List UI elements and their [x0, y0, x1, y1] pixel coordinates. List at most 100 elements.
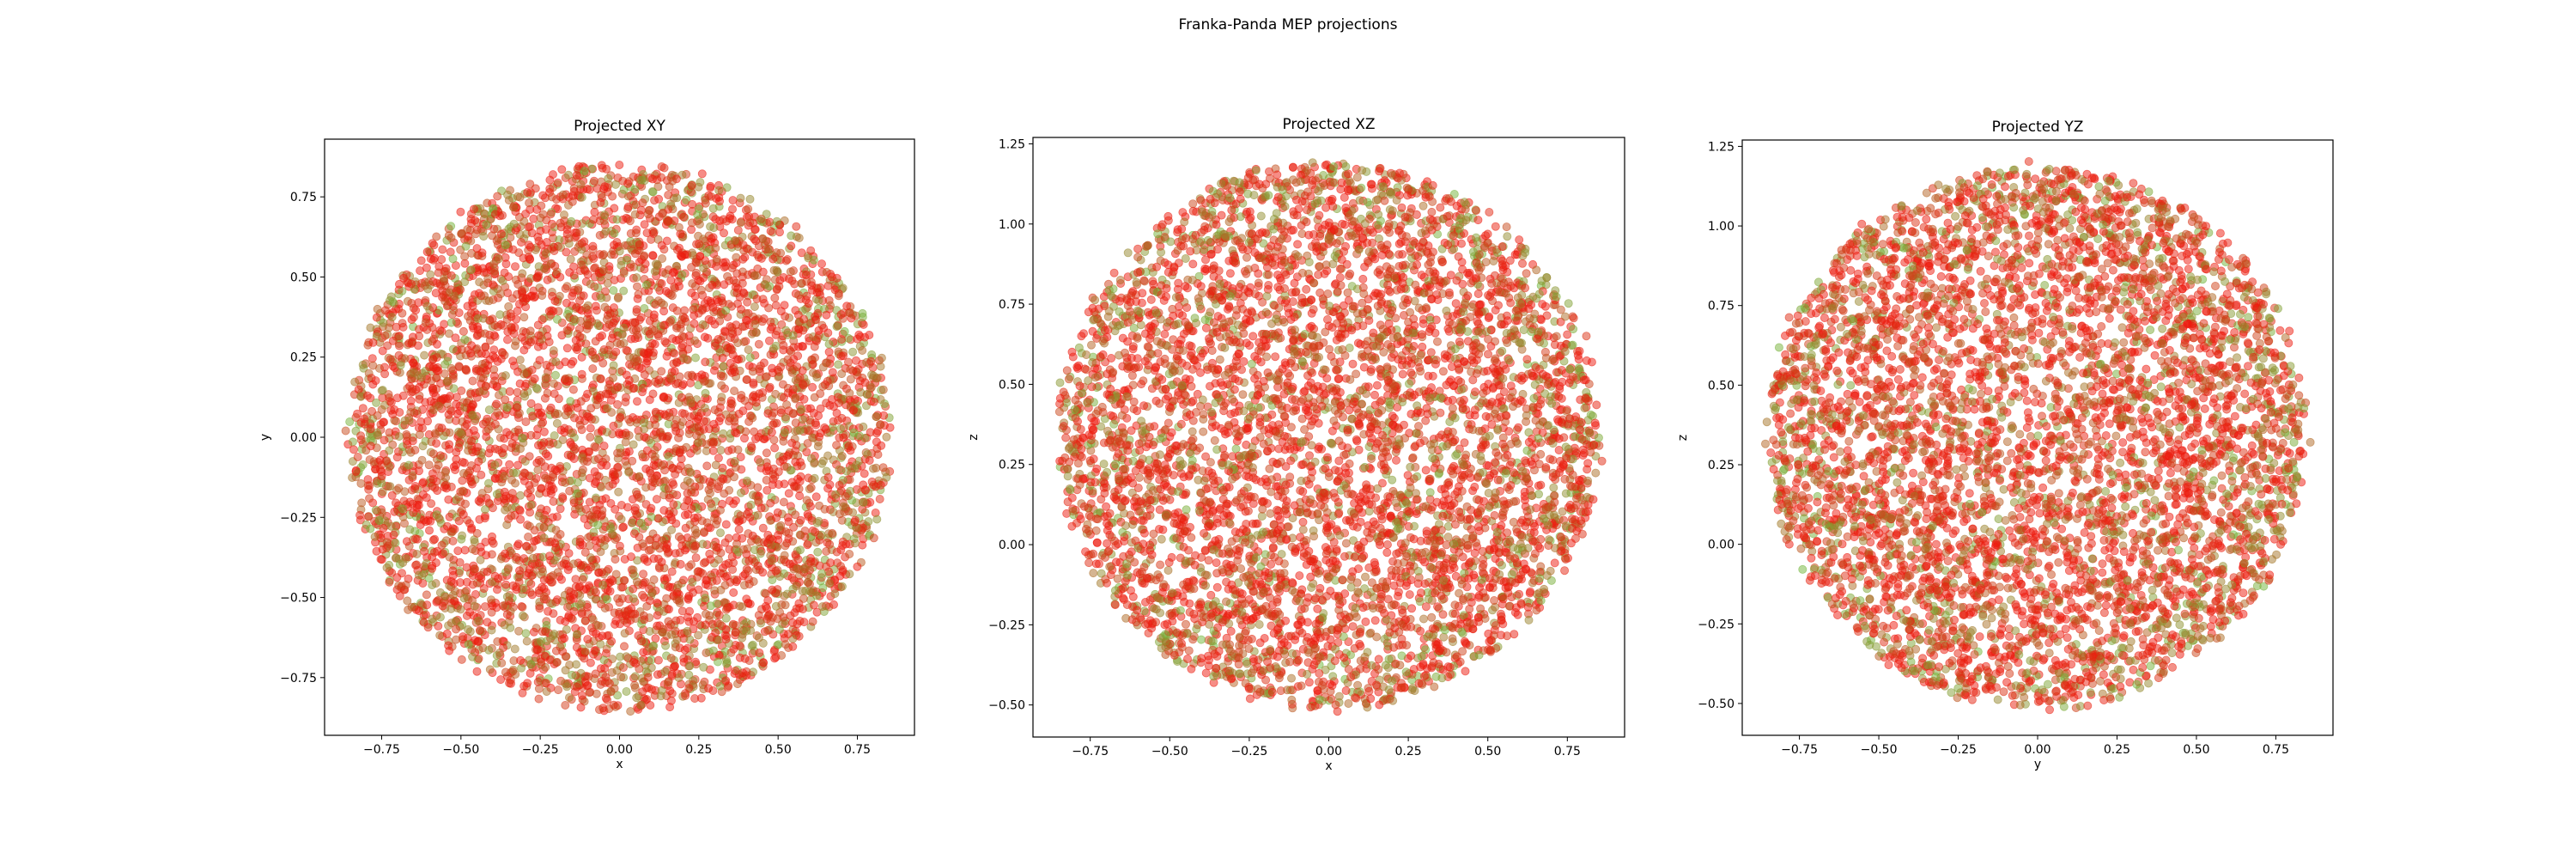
data-point	[838, 336, 846, 344]
data-point	[446, 553, 453, 561]
data-point	[631, 673, 639, 680]
data-point	[798, 279, 805, 287]
data-point	[746, 354, 754, 362]
data-point	[877, 481, 884, 489]
data-point	[741, 655, 749, 662]
data-point	[700, 663, 708, 671]
data-point	[386, 447, 393, 454]
data-point	[386, 483, 394, 490]
data-point	[674, 466, 682, 473]
data-point	[607, 576, 615, 583]
data-point	[528, 572, 536, 580]
data-point	[409, 385, 416, 393]
data-point	[782, 527, 790, 535]
data-point	[549, 471, 556, 478]
data-point	[581, 617, 589, 624]
data-point	[811, 343, 818, 350]
data-point	[663, 352, 671, 360]
data-point	[572, 576, 580, 583]
data-point	[746, 195, 754, 203]
data-point	[515, 249, 523, 257]
data-point	[439, 246, 447, 253]
data-point	[794, 343, 802, 350]
data-point	[615, 429, 623, 436]
data-point	[530, 628, 538, 636]
data-point	[599, 265, 607, 273]
data-point	[501, 668, 509, 676]
data-point	[695, 232, 702, 240]
data-point	[467, 437, 475, 445]
data-point	[515, 627, 523, 635]
data-point	[780, 498, 787, 506]
data-point	[477, 556, 484, 564]
data-point	[828, 273, 835, 281]
data-point	[574, 478, 581, 486]
data-point	[576, 538, 584, 545]
data-point	[866, 331, 873, 338]
data-point	[423, 417, 431, 425]
data-point	[478, 490, 486, 497]
data-point	[471, 216, 479, 224]
data-point	[459, 327, 467, 335]
data-point	[836, 425, 844, 433]
data-point	[623, 462, 630, 470]
data-point	[707, 556, 714, 564]
data-point	[586, 448, 593, 455]
data-point	[595, 569, 603, 576]
data-point	[876, 495, 884, 503]
data-point	[550, 497, 557, 505]
data-point	[672, 520, 680, 527]
data-point	[740, 289, 748, 297]
data-point	[709, 447, 717, 454]
data-point	[611, 276, 618, 283]
data-point	[538, 658, 545, 666]
data-point	[781, 601, 789, 609]
data-point	[594, 283, 602, 291]
data-point	[383, 564, 391, 571]
data-point	[677, 560, 684, 568]
data-point	[447, 222, 455, 230]
data-point	[675, 244, 683, 252]
data-point	[436, 588, 444, 596]
data-point	[560, 210, 568, 218]
data-point	[676, 449, 683, 457]
data-point	[480, 233, 488, 241]
data-point	[629, 594, 637, 602]
data-point	[760, 539, 768, 546]
data-point	[579, 576, 586, 583]
data-point	[701, 333, 708, 341]
data-point	[769, 369, 776, 377]
data-point	[821, 505, 829, 513]
data-point	[721, 582, 729, 589]
data-point	[639, 591, 647, 599]
data-point	[728, 400, 736, 408]
data-point	[600, 211, 608, 219]
data-point	[785, 275, 793, 283]
data-point	[423, 248, 431, 256]
data-point	[470, 325, 477, 332]
data-point	[635, 258, 643, 265]
data-point	[640, 570, 647, 578]
data-point	[796, 492, 804, 500]
data-point	[461, 253, 469, 260]
data-point	[505, 273, 513, 281]
data-point	[686, 413, 694, 421]
data-point	[526, 243, 534, 251]
data-point	[702, 649, 710, 656]
data-point	[410, 369, 418, 376]
data-point	[760, 659, 768, 667]
data-point	[356, 511, 364, 519]
data-point	[750, 302, 758, 310]
data-point	[443, 630, 451, 637]
data-point	[688, 289, 696, 296]
data-point	[431, 535, 439, 543]
data-point	[873, 515, 881, 523]
data-point	[706, 490, 714, 497]
data-point	[407, 280, 415, 288]
data-point	[531, 478, 538, 486]
data-point	[476, 278, 483, 286]
data-point	[428, 338, 436, 345]
data-point	[680, 503, 688, 510]
data-point	[800, 395, 808, 403]
data-point	[581, 548, 589, 556]
